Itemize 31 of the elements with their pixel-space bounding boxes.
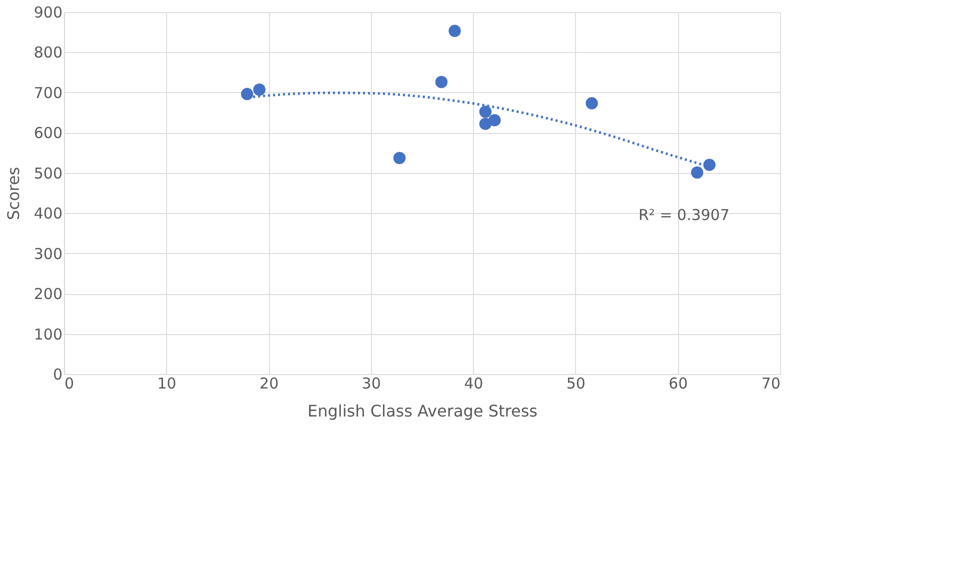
y-tick-label: 100 — [34, 325, 62, 344]
x-tick-label: 70 — [761, 374, 780, 392]
x-tick-label: 20 — [260, 374, 279, 392]
y-tick-label: 400 — [34, 204, 62, 223]
y-tick-label: 300 — [34, 244, 62, 263]
point — [393, 152, 406, 164]
x-tick-label: 50 — [566, 374, 586, 392]
point — [479, 106, 492, 118]
y-tick-label: 900 — [34, 4, 62, 22]
y-tick-label: 500 — [34, 164, 62, 182]
point — [586, 97, 598, 110]
point — [488, 114, 501, 126]
x-tick-label: 0 — [64, 374, 74, 392]
y-tick-label: 200 — [34, 285, 62, 304]
x-tick-label: 10 — [157, 374, 176, 392]
y-axis-title: Scores — [4, 166, 23, 220]
point — [479, 118, 492, 130]
x-tick-label: 30 — [362, 374, 381, 392]
annotation: R² = 0.3907 — [638, 206, 730, 224]
point — [448, 24, 461, 38]
y-tick-label: 700 — [34, 84, 62, 102]
point — [240, 88, 254, 100]
y-tick-label: 600 — [34, 124, 62, 142]
y-tick-label: 800 — [34, 44, 62, 62]
x-tick-label: 60 — [668, 374, 688, 392]
x-axis-title: English Class Average Stress — [308, 402, 538, 420]
point — [691, 166, 704, 179]
point — [703, 158, 716, 171]
point — [435, 76, 448, 88]
x-tick-label: 40 — [464, 374, 484, 392]
point — [253, 84, 266, 96]
